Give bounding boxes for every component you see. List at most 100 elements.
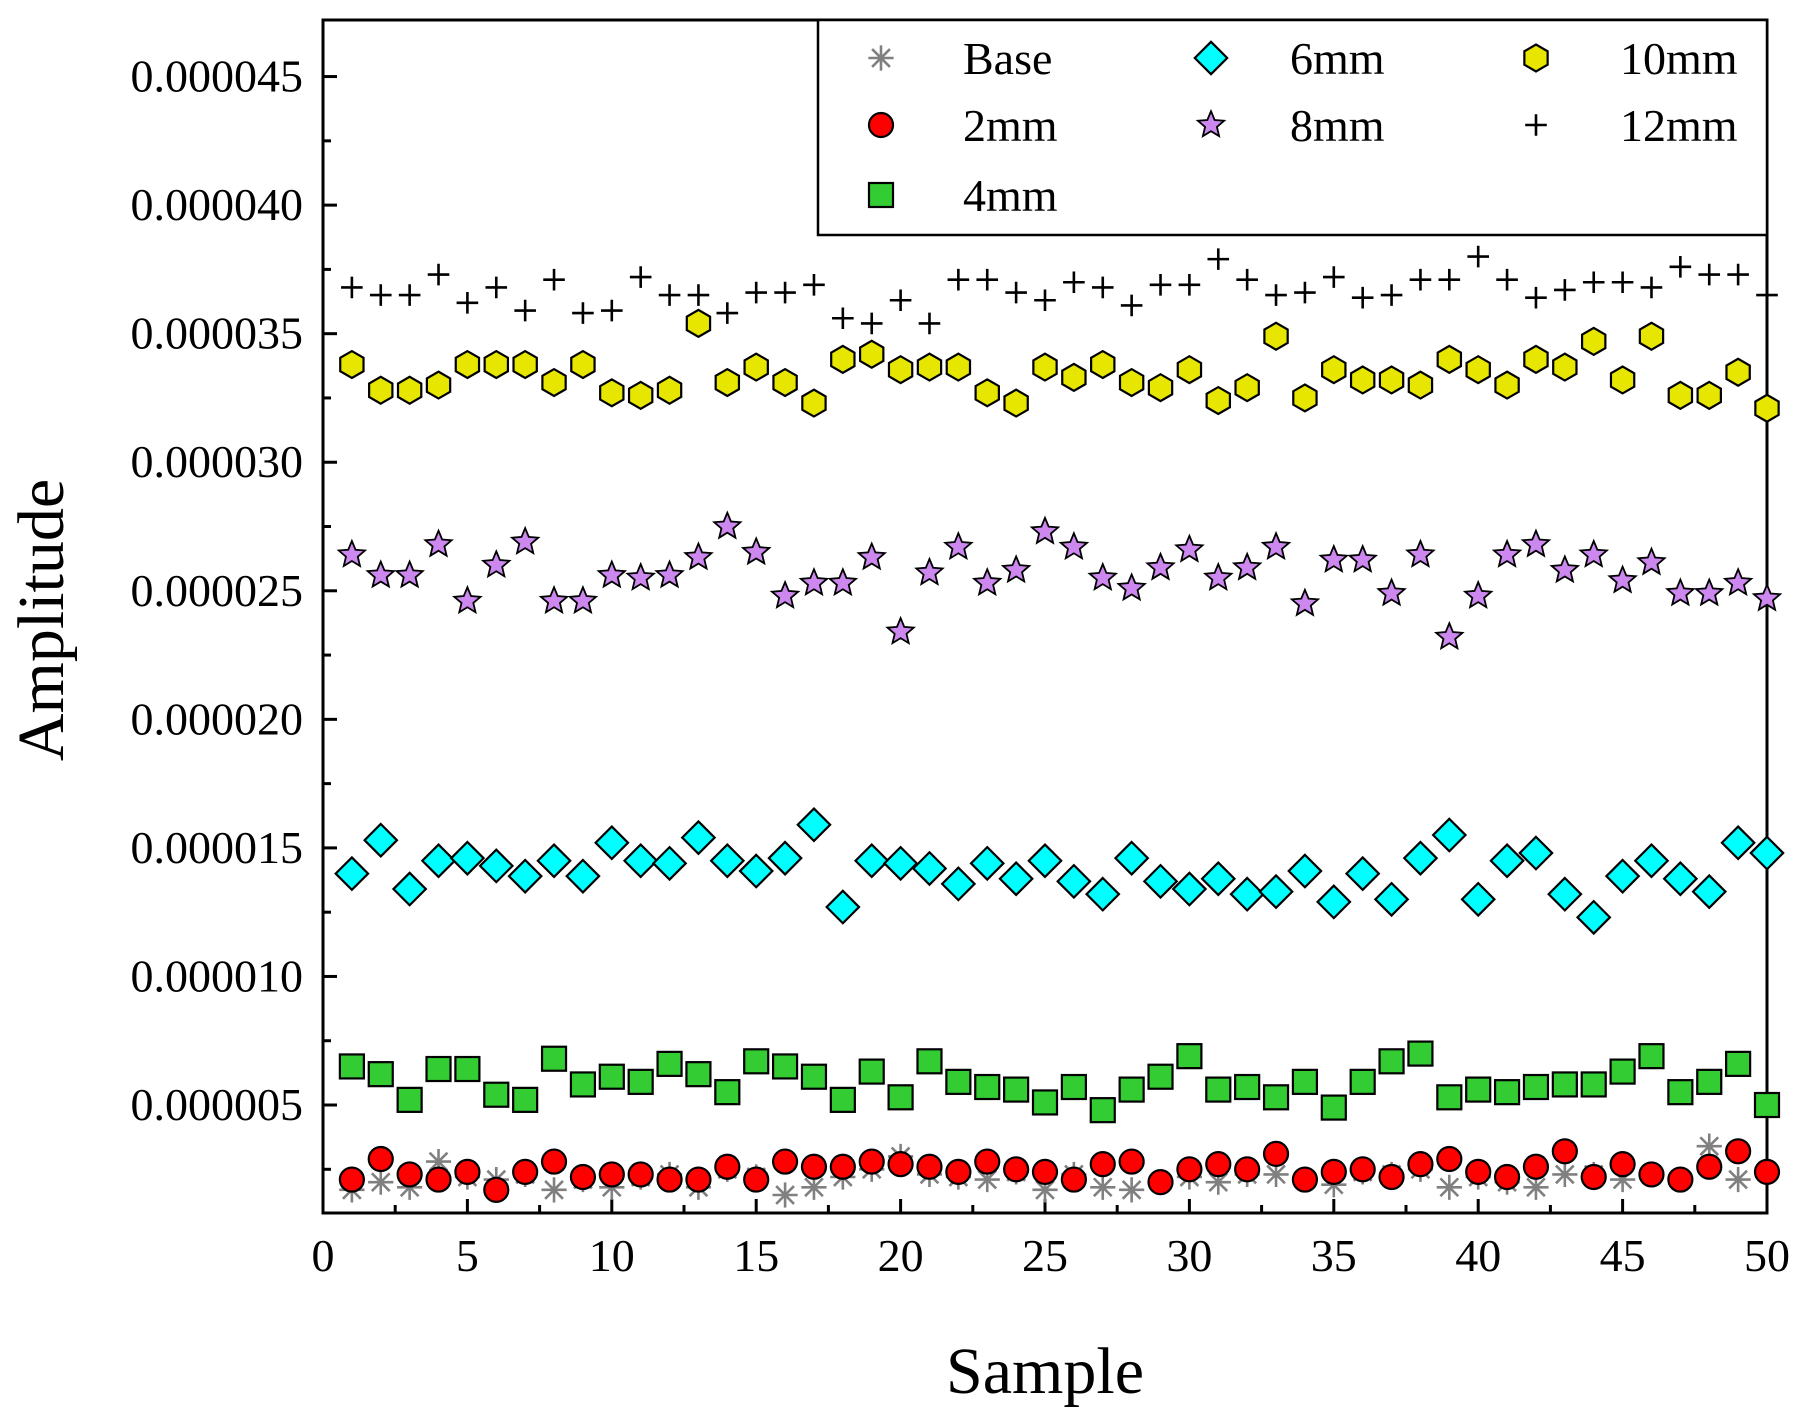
data-point (1520, 528, 1552, 558)
y-tick-label: 0.000010 (131, 950, 304, 1001)
data-point (1552, 352, 1578, 382)
data-point (629, 266, 652, 288)
data-point (570, 349, 596, 380)
data-point (1176, 354, 1203, 385)
data-point (454, 1158, 481, 1185)
data-point (743, 1048, 770, 1075)
data-point (1320, 1158, 1347, 1185)
data-point (1229, 876, 1265, 912)
data-point (716, 302, 739, 324)
data-point (1205, 1076, 1232, 1103)
data-point (334, 855, 370, 892)
data-point (1142, 863, 1179, 900)
data-point (594, 825, 630, 861)
data-point (1058, 530, 1090, 561)
data-point (1294, 281, 1316, 304)
data-point (914, 556, 945, 586)
data-point (1003, 1156, 1030, 1183)
data-point (1176, 1043, 1203, 1070)
y-tick-label: 0.000015 (131, 822, 304, 873)
data-point (1200, 860, 1237, 897)
data-point (827, 566, 859, 597)
data-point (1465, 1076, 1492, 1103)
data-point (1316, 884, 1352, 920)
data-point (1380, 284, 1403, 306)
legend-marker (1195, 108, 1227, 139)
data-point (1725, 357, 1751, 387)
data-point (825, 889, 861, 925)
data-point (1378, 1163, 1405, 1191)
x-tick-label: 15 (733, 1230, 779, 1281)
legend-label: Base (963, 33, 1052, 84)
data-point (1005, 281, 1027, 304)
data-point (1063, 271, 1085, 294)
data-point (1753, 1158, 1781, 1185)
data-point (796, 807, 832, 843)
data-point (1318, 543, 1350, 573)
data-point (1667, 1079, 1694, 1106)
data-point (338, 1053, 365, 1080)
data-point (541, 367, 567, 398)
data-point (1696, 1153, 1723, 1180)
data-point (1436, 344, 1463, 375)
data-point (1378, 365, 1405, 395)
data-point (336, 538, 368, 568)
data-point (572, 302, 594, 324)
data-point (367, 1145, 394, 1173)
data-point (452, 584, 483, 615)
data-point (1263, 321, 1289, 351)
data-point (800, 1063, 828, 1090)
legend-item-10mm: 10mm (1523, 33, 1738, 84)
data-point (480, 548, 512, 579)
data-point (714, 367, 741, 398)
legend-marker (1193, 40, 1229, 76)
data-point (339, 349, 365, 380)
y-tick-label: 0.000035 (131, 308, 304, 359)
data-point (396, 1161, 423, 1188)
data-point (1032, 352, 1058, 382)
data-point (1609, 1058, 1636, 1085)
data-point (687, 284, 710, 306)
data-point (1351, 286, 1374, 309)
data-point (1549, 554, 1581, 584)
y-tick-label: 0.000020 (131, 693, 304, 744)
data-point (1638, 321, 1665, 351)
data-point (1696, 1068, 1723, 1095)
data-point (1029, 515, 1061, 545)
data-point (1060, 1166, 1087, 1193)
data-point (1551, 1138, 1578, 1165)
data-point (803, 274, 825, 296)
data-point (1436, 1145, 1463, 1173)
data-point (1118, 1076, 1145, 1103)
data-point (1344, 855, 1381, 892)
data-point (974, 1148, 1001, 1175)
data-point (1522, 1153, 1550, 1180)
data-point (685, 308, 712, 339)
data-point (945, 352, 972, 382)
data-point (772, 367, 798, 398)
data-point (1438, 268, 1461, 291)
data-point (1552, 1161, 1578, 1188)
legend-item-12mm: 12mm (1525, 100, 1738, 151)
data-point (1147, 372, 1174, 403)
data-point (1551, 1071, 1578, 1098)
data-point (1202, 561, 1234, 591)
data-point (1263, 1161, 1289, 1188)
data-point (947, 268, 970, 291)
data-point (654, 559, 685, 589)
data-point (1696, 1133, 1722, 1159)
legend: Base 2mm 4mm 6mm 8mm 10mm 12mm (816, 18, 1769, 237)
data-point (1292, 383, 1318, 413)
data-point (1289, 587, 1321, 617)
data-point (1085, 876, 1121, 912)
data-point (1493, 1163, 1521, 1191)
data-point (512, 349, 538, 380)
data-point (363, 822, 399, 858)
data-point (1349, 1156, 1376, 1183)
data-point (685, 1061, 712, 1088)
data-point (338, 1166, 365, 1193)
data-point (745, 281, 767, 304)
data-point (514, 299, 536, 322)
data-point (1402, 840, 1439, 876)
data-point (801, 388, 827, 418)
